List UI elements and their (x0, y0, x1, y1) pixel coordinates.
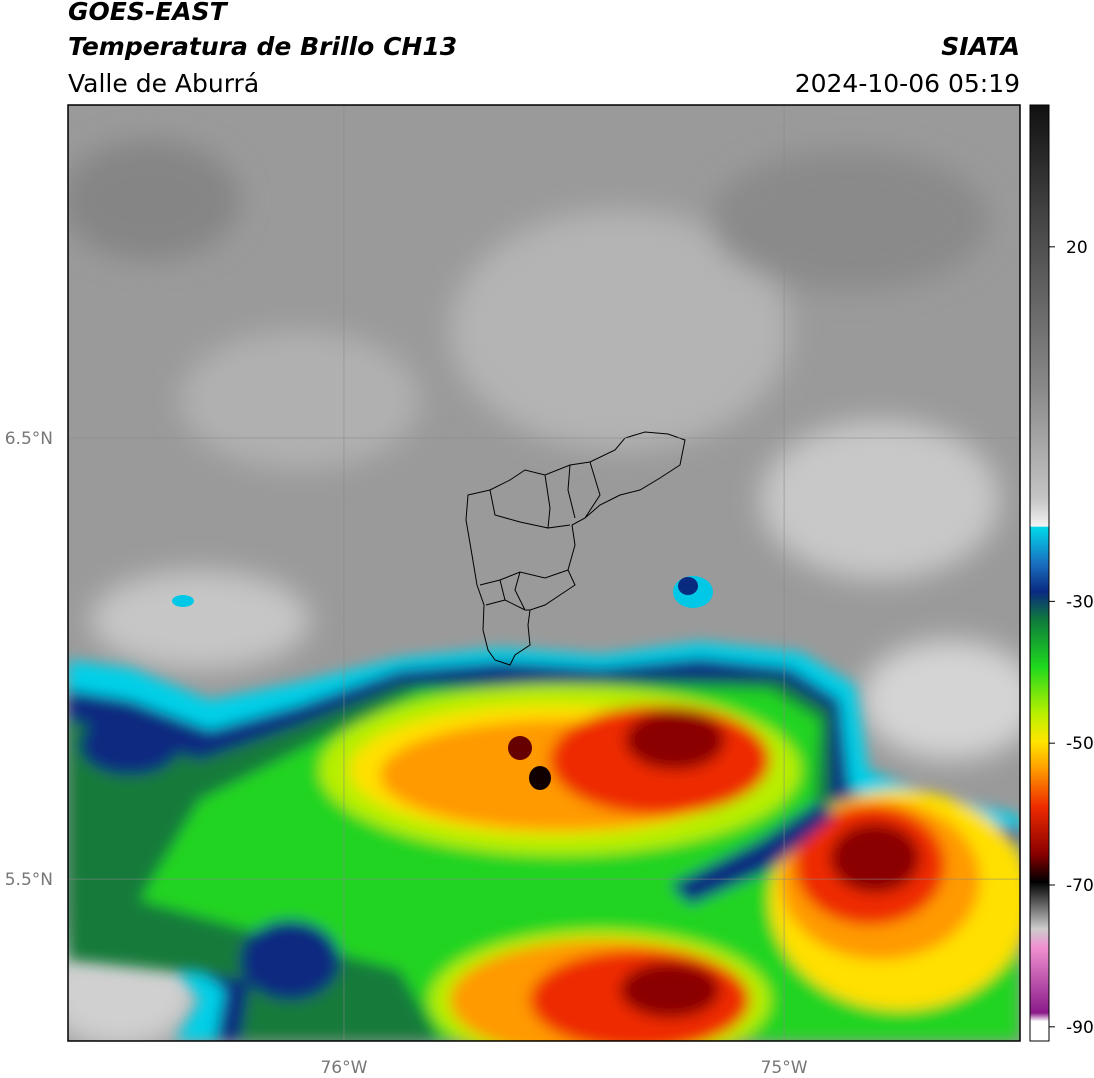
colorbar-tick-label: -90 (1066, 1018, 1094, 1038)
colorbar-tick-label: -50 (1066, 734, 1094, 754)
x-tick-label: 75°W (761, 1058, 808, 1078)
colorbar-tick-label: -70 (1066, 876, 1094, 896)
colorbar-tick-label: -30 (1066, 592, 1094, 612)
colorbar (1029, 104, 1050, 1042)
x-tick-label: 76°W (320, 1058, 367, 1078)
subtitle: Temperatura de Brillo CH13 (68, 32, 457, 61)
y-tick-label: 5.5°N (5, 870, 53, 890)
colorbar-tick-label: 20 (1066, 238, 1088, 258)
title: GOES-EAST (68, 0, 229, 26)
y-tick-label: 6.5°N (5, 429, 53, 449)
source: SIATA (941, 32, 1020, 61)
region: Valle de Aburrá (68, 69, 259, 98)
timestamp: 2024-10-06 05:19 (795, 69, 1020, 98)
map-frame (67, 104, 1021, 1042)
map-image (68, 105, 1020, 1041)
